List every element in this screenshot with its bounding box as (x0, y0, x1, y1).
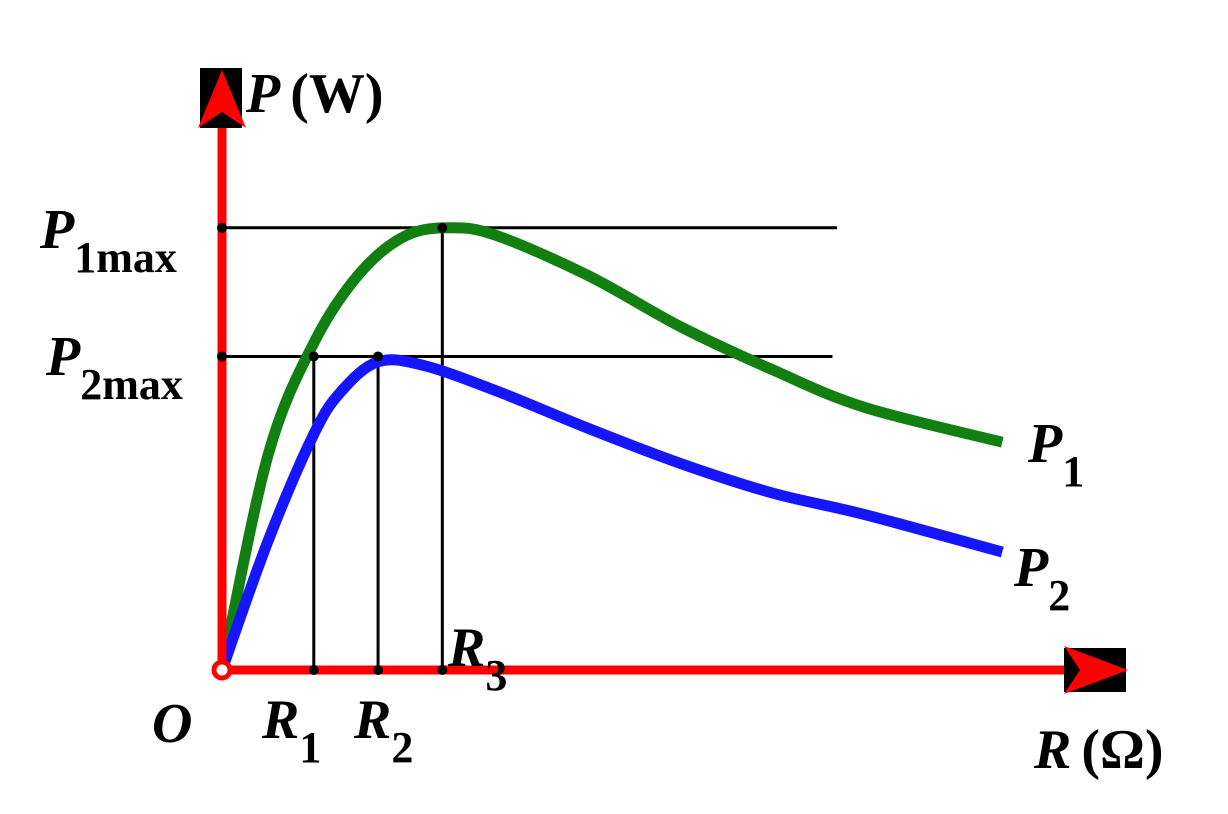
label-r2-var: R (353, 689, 391, 751)
y-axis-label: P (W) (245, 63, 384, 125)
point-curve-r2 (373, 351, 384, 362)
origin-label: O (152, 693, 192, 755)
series-line-p2 (216, 354, 1004, 672)
series-label-p1: P1 (1027, 413, 1084, 496)
reference-lines (222, 226, 838, 670)
series-label-p2: P2 (1013, 537, 1070, 620)
point-curve-r1 (308, 351, 319, 362)
label-r2-sub: 2 (391, 723, 413, 772)
point-axis-p1max (217, 222, 227, 233)
label-r1-sub: 1 (299, 723, 321, 772)
point-axis-r1 (308, 665, 319, 675)
label-p2max: P2max (45, 326, 183, 409)
x-axis-arrowhead (1064, 646, 1128, 694)
series-label-p2-sub: 2 (1048, 571, 1070, 620)
point-axis-p2max (217, 351, 227, 362)
reference-points (217, 222, 448, 675)
point-axis-r2 (373, 665, 384, 675)
label-r1-var: R (261, 689, 299, 751)
series-label-p2-var: P (1013, 537, 1049, 599)
label-p2max-var: P (45, 326, 81, 388)
x-axis-label-unit: (Ω) (1081, 719, 1163, 781)
series-label-p1-var: P (1027, 413, 1063, 475)
label-p1max-sub: 1max (74, 233, 177, 282)
x-axis-label: R (Ω) (1033, 719, 1164, 781)
label-r3-sub: 3 (485, 651, 507, 700)
series-label-p1-sub: 1 (1062, 447, 1084, 496)
axes (198, 68, 1128, 694)
label-p1max: P1max (39, 199, 177, 282)
label-r2: R2 (353, 689, 413, 772)
label-p2max-sub: 2max (80, 360, 183, 409)
series-line-p1 (216, 222, 1004, 672)
point-curve-r3 (437, 222, 448, 233)
x-axis-label-var: R (1033, 719, 1071, 781)
label-r3-var: R (447, 617, 485, 679)
label-p1max-var: P (39, 199, 75, 261)
y-axis-label-var: P (245, 63, 281, 125)
label-r1: R1 (261, 689, 321, 772)
origin-marker (211, 659, 233, 681)
curves (216, 222, 1004, 672)
label-r3: R3 (447, 617, 507, 700)
y-axis-arrowhead (198, 70, 246, 128)
point-axis-r3 (437, 665, 448, 675)
y-axis-label-unit: (W) (290, 63, 383, 125)
